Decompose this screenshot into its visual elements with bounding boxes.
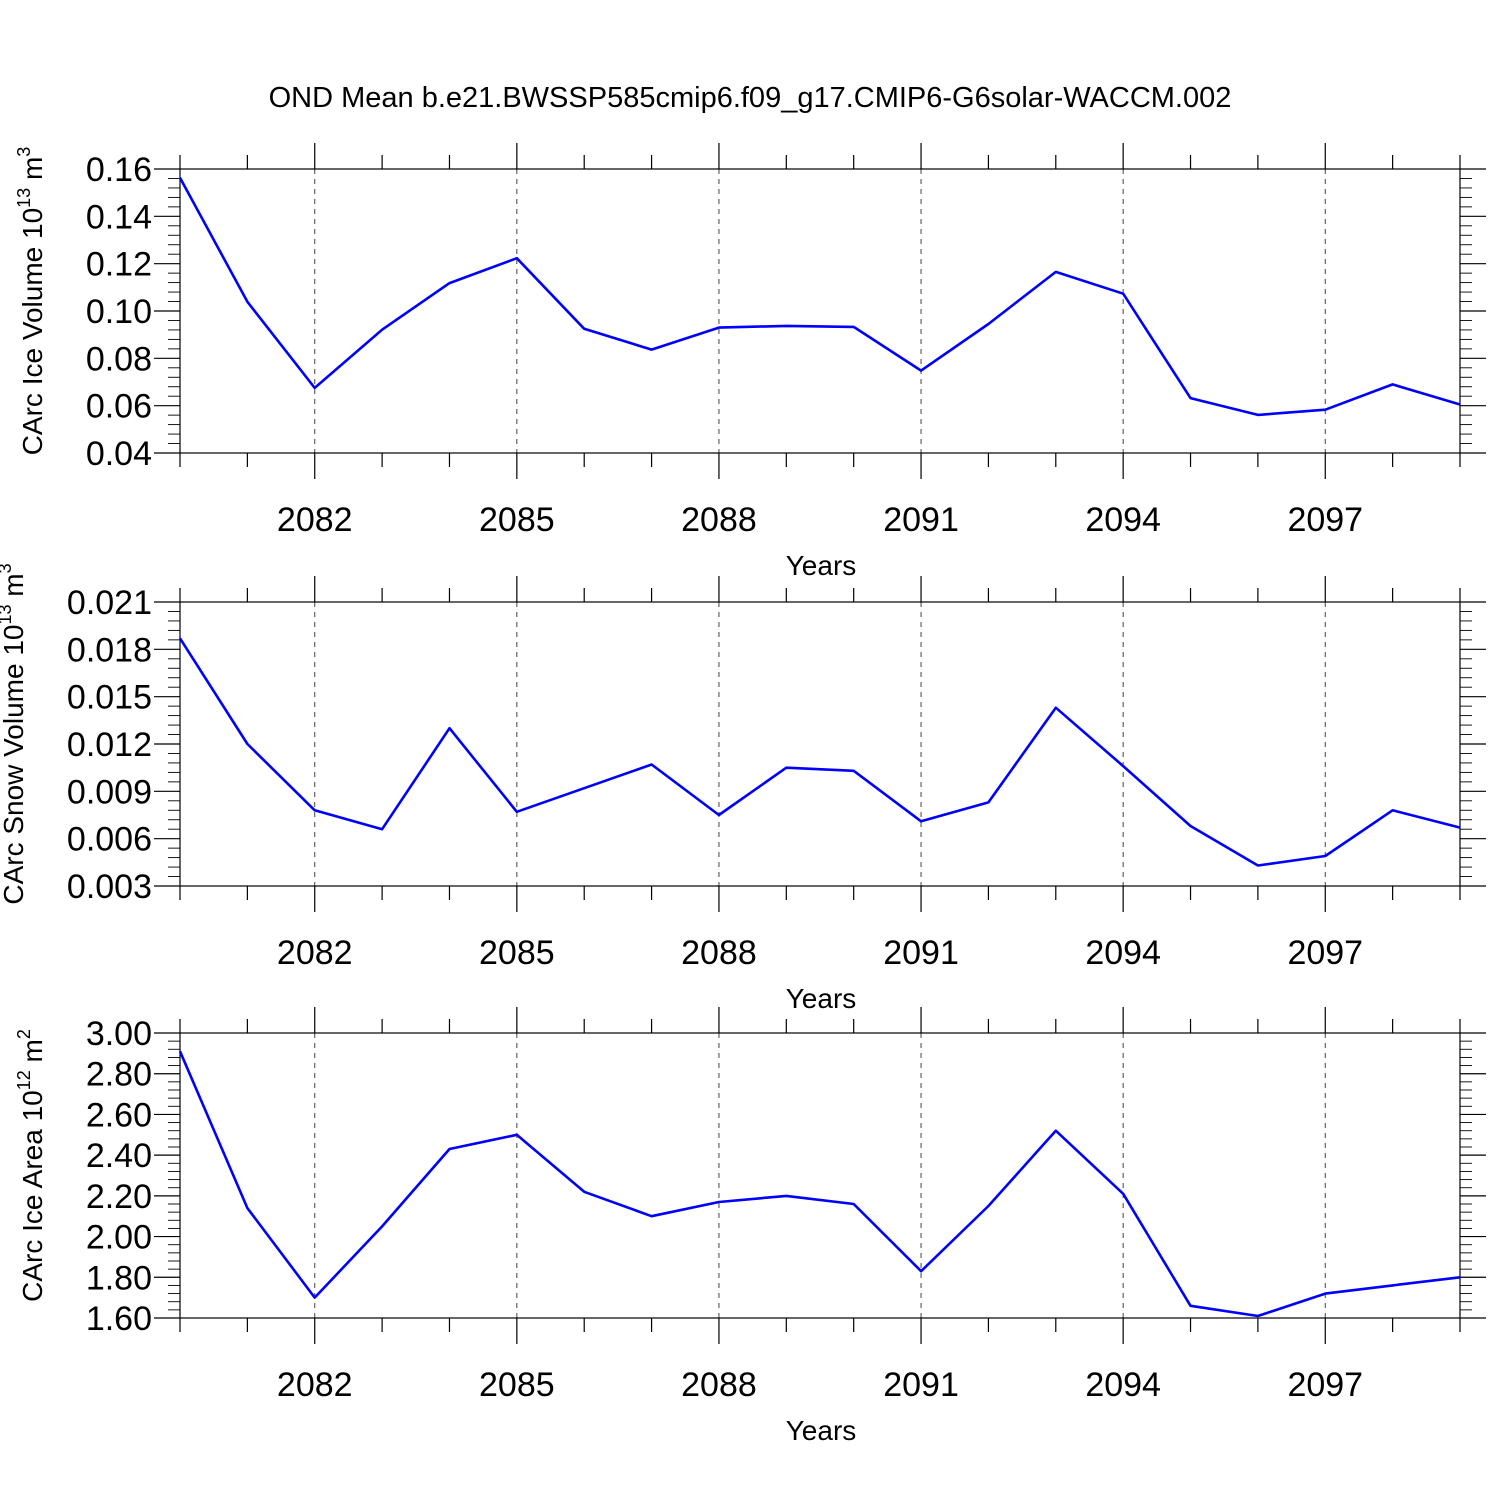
y-tick-label: 0.14: [86, 198, 152, 236]
x-tick-label: 2097: [1287, 934, 1363, 972]
y-axis-label: CArc Ice Volume 1013 m3: [14, 147, 48, 456]
chart-panel-2: 0.003 0.006 0.009 0.012 0.015 0.018 0.021 2082 2…: [0, 563, 1486, 1014]
y-tick-label: 0.08: [86, 340, 152, 378]
x-tick-label: 2085: [479, 934, 555, 972]
y-tick-label: 0.06: [86, 388, 152, 426]
y-tick-label: 0.16: [86, 151, 152, 189]
x-axis-label: Years: [786, 1415, 857, 1446]
x-axis-label: Years: [786, 550, 857, 581]
y-tick-label: 0.015: [67, 679, 152, 717]
series-line: [178, 637, 1461, 867]
y-tick-label: 0.012: [67, 726, 152, 764]
chart-panel-3: 1.601.802.002.202.402.602.803.00 2082 2085…: [14, 1007, 1486, 1446]
chart-panel-1: 0.04 0.06 0.08 0.10 0.12 0.14 0.16 2082 2085 2088…: [14, 143, 1486, 581]
x-tick-label: 2094: [1085, 501, 1161, 539]
y-tick-label: 2.40: [86, 1137, 152, 1175]
x-axis-label: Years: [786, 983, 857, 1014]
y-tick-label: 2.80: [86, 1056, 152, 1094]
x-tick-label: 2094: [1085, 934, 1161, 972]
plot-frame: [179, 1032, 1461, 1319]
x-tick-label: 2085: [479, 501, 555, 539]
x-tick-label: 2097: [1287, 501, 1363, 539]
y-tick-label: 0.12: [86, 246, 152, 284]
y-tick-label: 2.00: [86, 1219, 152, 1257]
y-tick-label: 0.009: [67, 773, 152, 811]
y-tick-label: 0.006: [67, 821, 152, 859]
series-line: [178, 1050, 1461, 1318]
series-line: [178, 177, 1461, 417]
x-tick-label: 2082: [277, 934, 353, 972]
x-tick-label: 2091: [883, 1366, 959, 1404]
x-tick-label: 2088: [681, 934, 757, 972]
x-tick-label: 2097: [1287, 1366, 1363, 1404]
x-tick-label: 2091: [883, 501, 959, 539]
y-tick-label: 1.60: [86, 1300, 152, 1338]
panels: 0.04 0.06 0.08 0.10 0.12 0.14 0.16 2082 2085 2088…: [0, 143, 1486, 1446]
x-tick-label: 2082: [277, 1366, 353, 1404]
x-tick-label: 2088: [681, 501, 757, 539]
y-tick-label: 1.80: [86, 1259, 152, 1297]
y-tick-label: 3.00: [86, 1015, 152, 1053]
x-tick-label: 2088: [681, 1366, 757, 1404]
y-tick-label: 2.60: [86, 1096, 152, 1134]
figure-title: OND Mean b.e21.BWSSP585cmip6.f09_g17.CMI…: [269, 82, 1232, 114]
x-tick-label: 2085: [479, 1366, 555, 1404]
y-tick-label: 0.021: [67, 584, 152, 622]
y-tick-label: 0.003: [67, 868, 152, 906]
y-axis-label: CArc Snow Volume 1013 m3: [0, 563, 29, 904]
y-tick-label: 0.04: [86, 435, 152, 473]
y-tick-label: 0.018: [67, 631, 152, 669]
y-tick-label: 2.20: [86, 1178, 152, 1216]
x-tick-label: 2091: [883, 934, 959, 972]
y-axis-label: CArc Ice Area 1012 m2: [14, 1029, 48, 1302]
y-tick-label: 0.10: [86, 293, 152, 331]
x-tick-label: 2094: [1085, 1366, 1161, 1404]
x-tick-label: 2082: [277, 501, 353, 539]
